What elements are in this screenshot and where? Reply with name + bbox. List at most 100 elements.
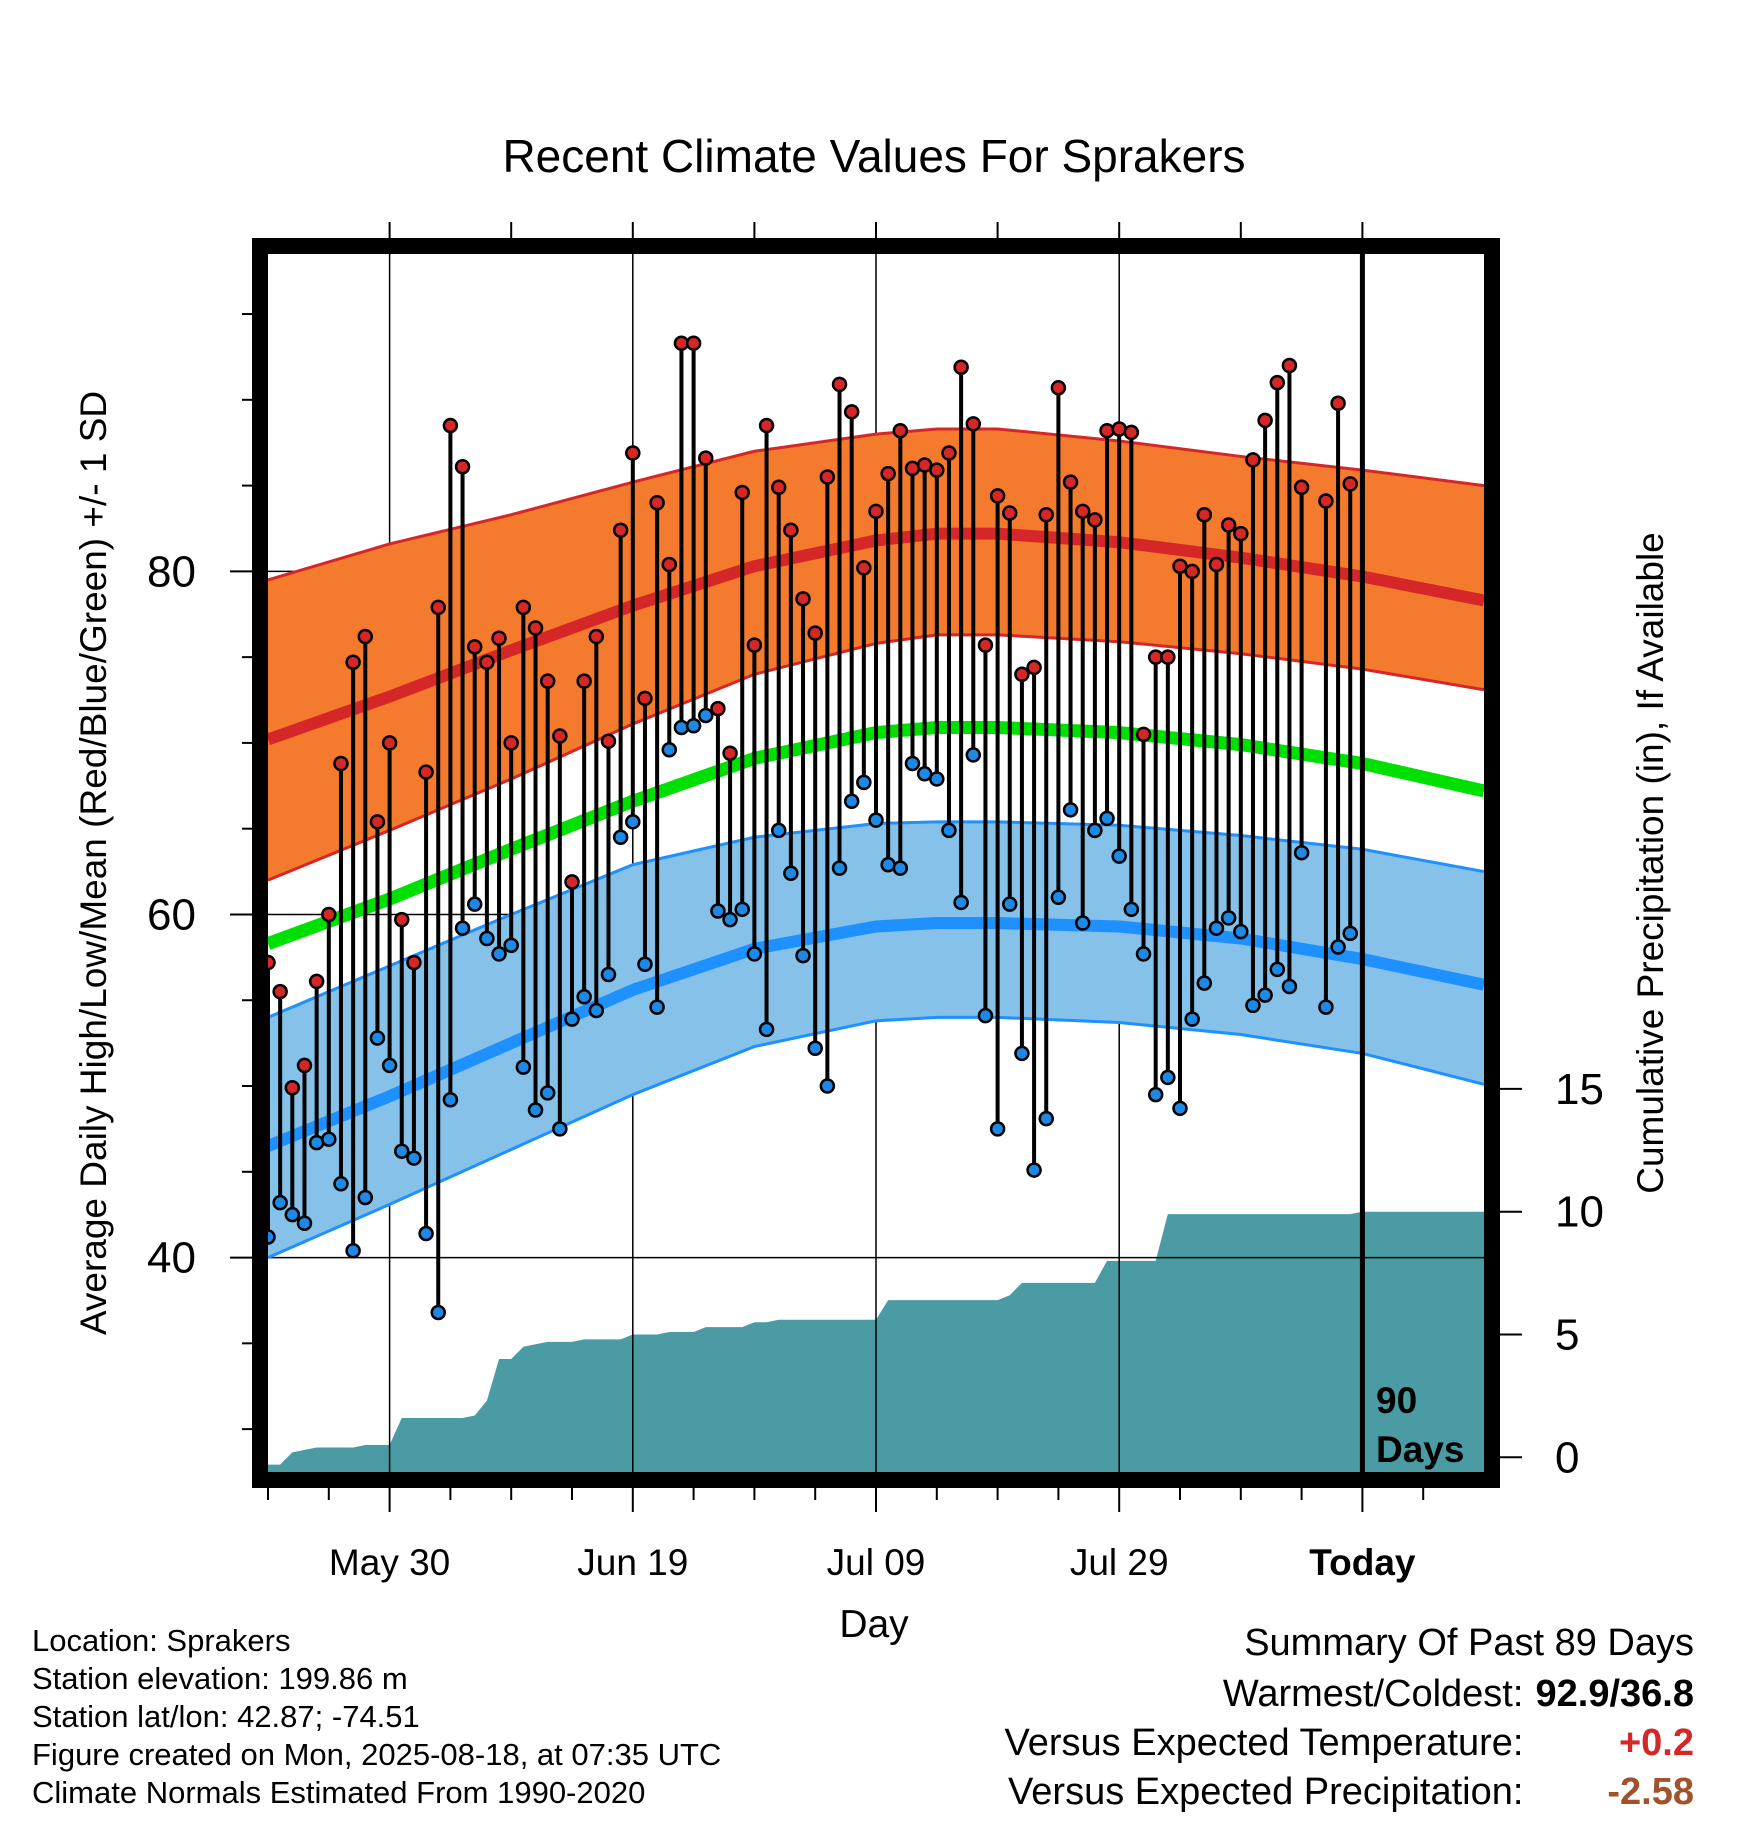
high-temp-point xyxy=(1014,666,1030,683)
low-temp-point xyxy=(1318,999,1334,1015)
low-temp-point xyxy=(321,1131,337,1147)
low-temp-point xyxy=(649,999,665,1015)
location-text: Location: Sprakers xyxy=(32,1623,291,1658)
low-temp-point xyxy=(515,1059,532,1075)
high-temp-point xyxy=(661,556,678,573)
high-temp-point xyxy=(357,628,374,645)
high-temp-point xyxy=(442,417,459,434)
high-temp-point xyxy=(807,625,823,641)
normals-text: Climate Normals Estimated From 1990-2020 xyxy=(32,1775,646,1810)
low-temp-point xyxy=(819,1078,836,1094)
low-temp-point xyxy=(904,755,921,772)
high-temp-point xyxy=(770,479,787,496)
low-normal-line xyxy=(265,917,1486,1152)
x-tick-label: Today xyxy=(1309,1542,1416,1583)
high-temp-point xyxy=(989,488,1006,504)
low-temp-point xyxy=(1342,925,1358,942)
low-temp-point xyxy=(795,947,811,964)
high-temp-point xyxy=(1002,505,1018,521)
high-temp-point xyxy=(1135,726,1152,743)
low-temp-point xyxy=(503,937,519,954)
low-temp-point xyxy=(1099,810,1115,827)
high-temp-point xyxy=(1269,374,1286,391)
high-temp-point xyxy=(1062,474,1079,490)
low-temp-point xyxy=(284,1206,301,1223)
high-temp-point xyxy=(649,494,665,511)
high-temp-point xyxy=(466,639,483,655)
low-temp-point xyxy=(1220,910,1237,926)
low-temp-point xyxy=(831,860,848,876)
high-temp-point xyxy=(612,522,629,538)
high-temp-point xyxy=(734,484,750,501)
low-temp-point xyxy=(1281,978,1298,995)
high-temp-point xyxy=(454,458,471,475)
high-temp-point xyxy=(843,404,860,420)
low-temp-point xyxy=(1257,987,1273,1003)
high-temp-point xyxy=(819,469,836,485)
low-temp-point xyxy=(564,1011,580,1027)
high-temp-point xyxy=(321,906,337,923)
x-tick-label: Jun 19 xyxy=(577,1542,688,1583)
low-temp-point xyxy=(539,1085,556,1101)
summary-warm-cold: Warmest/Coldest: 92.9/36.8 xyxy=(1223,1673,1694,1716)
high-temp-point xyxy=(1257,412,1273,429)
high-temp-point xyxy=(308,973,325,990)
low-temp-point xyxy=(1208,920,1225,936)
high-band-lower-edge xyxy=(267,633,1485,882)
y2-axis-label: Cumulative Precipitation (in), If Availa… xyxy=(1630,532,1671,1194)
high-temp-point xyxy=(1233,525,1249,542)
low-temp-point xyxy=(333,1176,349,1192)
low-temp-point xyxy=(1184,1011,1200,1027)
low-temp-point xyxy=(491,946,507,962)
warm-cold-label: Warmest/Coldest: xyxy=(1222,1673,1524,1715)
mean-normal-line xyxy=(265,720,1486,950)
chart-title: Recent Climate Values For Sprakers xyxy=(502,130,1245,182)
high-temp-point xyxy=(1220,517,1237,533)
high-temp-point xyxy=(722,745,738,761)
warm-cold-value: 92.9/36.8 xyxy=(1535,1673,1694,1715)
low-temp-point xyxy=(965,747,982,763)
y2-tick-label: 5 xyxy=(1555,1310,1579,1359)
y-tick-label: 40 xyxy=(147,1234,196,1283)
high-temp-point xyxy=(1208,556,1225,573)
high-temp-point xyxy=(515,599,532,616)
high-temp-point xyxy=(503,735,519,751)
low-temp-point xyxy=(746,946,763,962)
high-temp-point xyxy=(564,874,580,890)
low-band-upper-edge xyxy=(267,820,1485,1019)
low-temp-point xyxy=(442,1091,459,1108)
low-temp-point xyxy=(1026,1162,1042,1178)
station-info: Location: Sprakers Station elevation: 19… xyxy=(32,1622,721,1812)
low-temp-point xyxy=(479,930,495,947)
low-temp-point xyxy=(552,1121,568,1137)
low-temp-point xyxy=(1087,822,1103,839)
low-temp-point xyxy=(637,956,653,972)
high-temp-point xyxy=(539,673,556,689)
low-temp-point xyxy=(430,1304,446,1321)
plot-frame xyxy=(252,238,1500,1488)
low-temp-point xyxy=(868,812,884,828)
y-tick-label: 80 xyxy=(147,547,196,596)
x-tick-label: Jul 09 xyxy=(827,1542,926,1583)
low-temp-point xyxy=(843,793,860,809)
high-temp-point xyxy=(758,417,775,434)
temp-vs-expected-label: Versus Expected Temperature: xyxy=(1004,1722,1524,1764)
low-temp-point xyxy=(685,718,702,734)
high-temp-point xyxy=(1038,507,1054,523)
low-temp-point xyxy=(1269,961,1286,978)
low-temp-point xyxy=(394,1143,410,1159)
low-temp-point xyxy=(1172,1100,1188,1117)
high-temp-point xyxy=(527,620,544,636)
high-temp-point xyxy=(600,733,617,749)
high-temp-point xyxy=(880,465,896,482)
low-temp-point xyxy=(1245,997,1261,1014)
low-temp-point xyxy=(600,966,617,983)
temp-vs-expected-value: +0.2 xyxy=(1618,1722,1694,1764)
low-temp-point xyxy=(1123,901,1140,918)
low-temp-point xyxy=(369,1030,386,1046)
latlon-text: Station lat/lon: 42.87; -74.51 xyxy=(32,1699,420,1734)
low-temp-point xyxy=(612,829,629,846)
elevation-text: Station elevation: 199.86 m xyxy=(32,1661,408,1696)
low-temp-point xyxy=(1293,844,1310,861)
